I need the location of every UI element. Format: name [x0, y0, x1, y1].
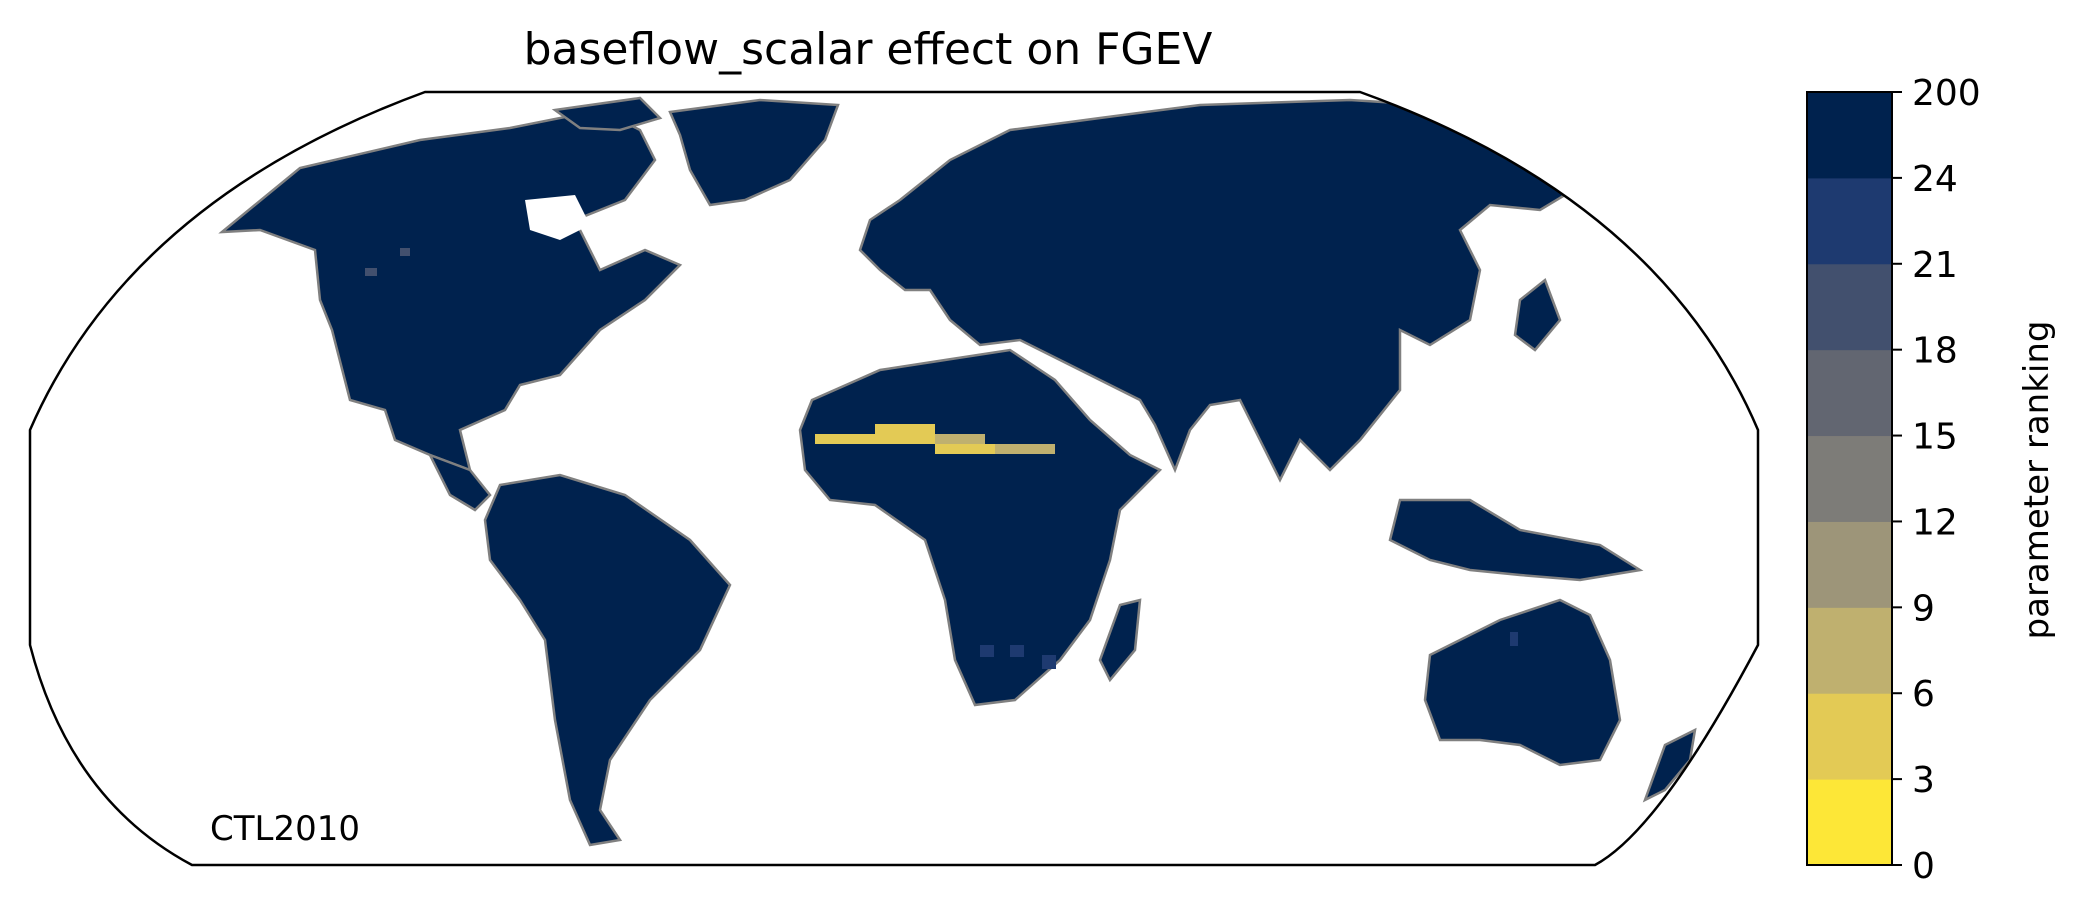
run-annotation: CTL2010: [210, 809, 360, 849]
map-boundary: [28, 90, 1760, 867]
land-australia: [1423, 598, 1622, 767]
colorbar-tick-label: 24: [1912, 159, 1958, 200]
colorbar-tick-label: 18: [1912, 331, 1958, 372]
colorbar-label: parameter ranking: [2017, 321, 2057, 640]
highlight-cell: [365, 268, 377, 276]
colorbar-segment: [1807, 607, 1892, 694]
colorbar-segment: [1807, 779, 1892, 866]
highlight-cell: [935, 444, 995, 454]
land-japan: [1513, 277, 1562, 352]
colorbar-segment: [1807, 521, 1892, 608]
colorbar-tick-label: 0: [1912, 846, 1935, 887]
colorbar-tick-label: 6: [1912, 674, 1935, 715]
colorbar-segment: [1807, 177, 1892, 265]
colorbar-tick-label: 12: [1912, 502, 1958, 543]
land-se-asia-islands: [1388, 498, 1644, 582]
land-new-zealand: [1642, 727, 1697, 803]
colorbar-segment: [1807, 263, 1892, 351]
land-madagascar: [1098, 598, 1142, 683]
hudson-bay: [525, 195, 590, 240]
colorbar: 0 3 6 9 12 15 18 21 24 200: [1806, 73, 1981, 887]
sahel-highlight: [815, 424, 1055, 454]
highlight-cell: [1042, 655, 1056, 669]
colorbar-tick-label: 3: [1912, 760, 1935, 801]
highlight-cell: [935, 434, 985, 444]
colorbar-tick-label: 21: [1912, 245, 1958, 286]
land-arctic-islands: [551, 96, 663, 132]
colorbar-tick-label: 200: [1912, 73, 1981, 114]
land-central-america: [427, 452, 492, 512]
land-greenland: [668, 98, 840, 207]
land-south-america: [483, 473, 732, 847]
colorbar-tick-label: 9: [1912, 588, 1935, 629]
highlight-cell: [980, 645, 994, 657]
world-map: [218, 96, 1697, 847]
scattered-cells: [365, 248, 1518, 669]
colorbar-segment: [1807, 435, 1892, 522]
land-north-america: [218, 108, 683, 473]
highlight-cell: [995, 444, 1055, 454]
colorbar-segment: [1807, 92, 1892, 179]
highlight-cell: [1010, 645, 1024, 657]
highlight-cell: [875, 424, 935, 444]
map-title: baseflow_scalar effect on FGEV: [524, 24, 1213, 75]
colorbar-segment: [1807, 349, 1892, 437]
highlight-cell: [400, 248, 410, 256]
highlight-cell: [1510, 632, 1518, 646]
colorbar-segment: [1807, 693, 1892, 780]
highlight-cell: [815, 434, 875, 444]
colorbar-frame: [1806, 91, 1893, 866]
colorbar-tick-label: 15: [1912, 417, 1958, 458]
